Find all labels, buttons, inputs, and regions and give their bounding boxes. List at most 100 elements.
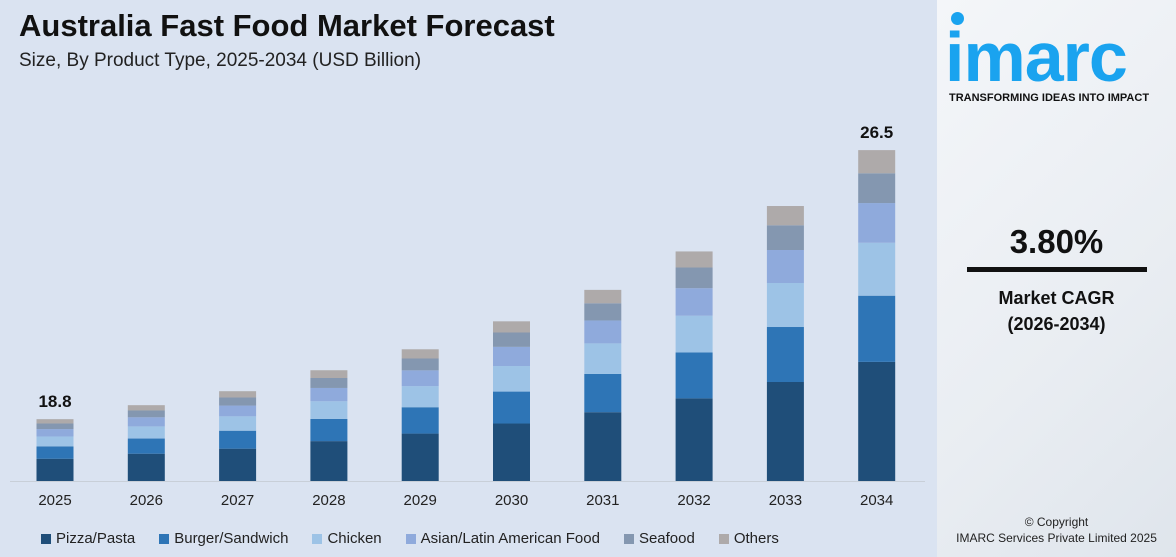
legend-item: Chicken [312,530,382,547]
bar-segment-others [219,391,257,398]
bar-segment-seafood [858,173,896,204]
bar-segment-burger-sandwich [584,373,622,413]
legend-swatch [312,533,323,544]
bar-segment-asian-latin-american-food [858,203,896,243]
copyright-line2: IMARC Services Private Limited 2025 [956,531,1157,545]
imarc-logo: imarc [945,18,1128,96]
legend-label: Asian/Latin American Food [420,530,600,547]
bar-segment-chicken [858,242,896,296]
bar-segment-burger-sandwich [127,438,165,454]
bar-segment-others [493,321,530,333]
bar-segment-others [36,419,74,424]
bar-segment-seafood [219,397,257,406]
bar-segment-others [401,349,439,359]
bar-segment-chicken [36,436,74,447]
x-tick-label: 2033 [769,492,802,509]
bar-segment-asian-latin-american-food [219,405,257,417]
bar-segment-asian-latin-american-food [310,387,348,402]
bar-segment-chicken [675,315,713,353]
x-tick-label: 2028 [312,492,345,509]
x-tick-label: 2027 [221,492,254,509]
legend-label: Pizza/Pasta [56,530,136,547]
data-label: 26.5 [860,123,893,142]
bar-segment-chicken [219,416,257,431]
bar-segment-burger-sandwich [675,352,713,399]
copyright-line1: © Copyright [1024,515,1089,529]
bar-segment-burger-sandwich [219,430,257,449]
legend-label: Burger/Sandwich [174,530,289,547]
chart-subtitle: Size, By Product Type, 2025-2034 (USD Bi… [19,50,422,71]
bar-segment-others [858,150,896,174]
bar-segment-chicken [401,386,439,408]
bar-segment-pizza-pasta [36,458,74,481]
bar-segment-burger-sandwich [310,418,348,442]
legend-item: Seafood [623,530,695,547]
bar-segment-seafood [766,225,804,251]
legend-item: Burger/Sandwich [159,530,288,547]
bar-segment-asian-latin-american-food [493,346,530,367]
bar-segment-asian-latin-american-food [584,320,622,344]
bar-segment-chicken [584,343,622,374]
bar-segment-pizza-pasta [584,412,622,481]
legend-label: Others [733,530,779,547]
data-label: 18.8 [38,392,71,411]
bar-segment-pizza-pasta [310,441,348,481]
bar-segment-seafood [310,377,348,388]
logo-dot [951,12,964,25]
chart-title: Australia Fast Food Market Forecast [19,8,555,43]
bar-segment-others [675,251,713,268]
bar-segment-others [310,370,348,378]
x-tick-label: 2030 [495,492,528,509]
bar-segment-chicken [310,401,348,419]
legend-swatch [405,533,416,544]
bar-segment-pizza-pasta [858,361,896,481]
x-tick-label: 2032 [677,492,710,509]
legend-label: Chicken [327,530,382,547]
bar-segment-seafood [493,332,530,347]
bar-segment-pizza-pasta [219,448,257,481]
legend-swatch [718,533,729,544]
stacked-bar-chart: 2025 18.8 2026 2027 2028 2029 2030 2031 2032 2033… [10,123,925,509]
cagr-label-text: Market CAGR [998,288,1115,308]
bar-segment-seafood [675,267,713,289]
bar-segment-seafood [127,410,165,418]
bar-segment-pizza-pasta [401,433,439,481]
cagr-label: Market CAGR (2026-2034) [937,285,1176,337]
brand-panel: imarc TRANSFORMING IDEAS INTO IMPACT 3.8… [937,0,1176,557]
bar-segment-asian-latin-american-food [675,288,713,316]
bar-segment-asian-latin-american-food [127,417,165,427]
legend-item: Asian/Latin American Food [405,530,600,547]
bar-segment-seafood [584,303,622,321]
bar-segment-burger-sandwich [401,407,439,434]
bar-segment-chicken [766,283,804,328]
cagr-period: (2026-2034) [1007,314,1106,334]
x-tick-label: 2025 [38,492,71,509]
bar-segment-burger-sandwich [493,391,530,424]
bar-segment-pizza-pasta [675,398,713,481]
legend: Pizza/Pasta Burger/Sandwich Chicken Asian/L… [41,530,803,547]
bar-segment-asian-latin-american-food [36,429,74,437]
legend-swatch [159,533,170,544]
bar-segment-seafood [36,423,74,430]
x-tick-label: 2029 [404,492,437,509]
bar-segment-chicken [127,426,165,439]
bar-segment-seafood [401,358,439,371]
cagr-value: 3.80% [1009,223,1104,260]
legend-item: Others [718,530,779,547]
x-tick-label: 2034 [860,492,893,509]
bar-segment-others [584,289,622,304]
x-tick-label: 2031 [586,492,619,509]
legend-swatch [41,533,51,544]
bar-segment-others [766,206,804,226]
bar-segment-burger-sandwich [36,446,74,459]
bar-segment-burger-sandwich [858,295,896,362]
legend-item: Pizza/Pasta [41,530,135,547]
tagline: TRANSFORMING IDEAS INTO IMPACT [949,92,1150,104]
bar-segment-pizza-pasta [127,453,165,481]
legend-label: Seafood [638,530,695,547]
x-tick-label: 2026 [130,492,163,509]
legend-swatch [623,533,634,544]
bar-segment-chicken [493,366,530,392]
bar-segment-asian-latin-american-food [766,250,804,284]
bar-segment-asian-latin-american-food [401,370,439,387]
